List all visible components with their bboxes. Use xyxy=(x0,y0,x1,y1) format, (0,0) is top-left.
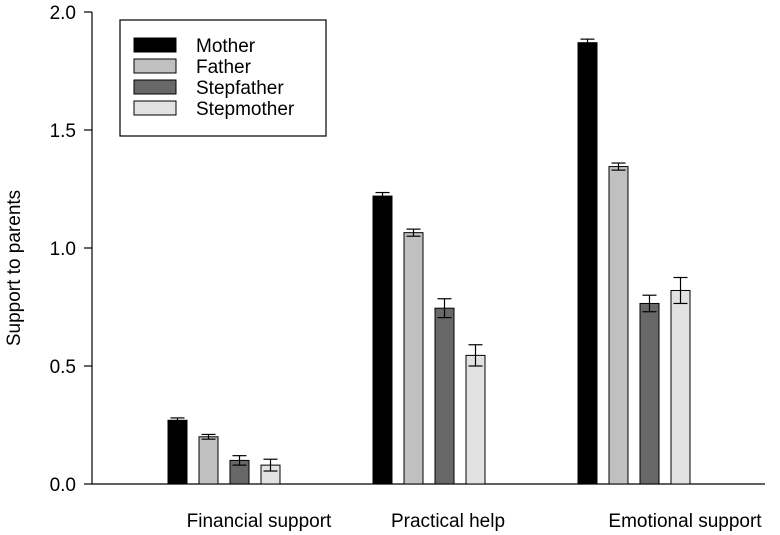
legend-label: Father xyxy=(196,57,252,78)
legend-label: Stepmother xyxy=(196,99,295,120)
bar xyxy=(198,436,219,485)
x-category-label: Financial support xyxy=(187,511,332,532)
x-category-label: Emotional support xyxy=(608,511,762,532)
y-tick-label: 2.0 xyxy=(50,3,76,24)
legend-swatch xyxy=(133,37,177,53)
bar-group-1 xyxy=(372,191,486,485)
legend-swatch xyxy=(133,100,177,116)
x-axis-categories: Financial support Practical help Emotional… xyxy=(187,511,763,532)
bar-groups xyxy=(167,38,691,485)
bar xyxy=(372,195,393,485)
y-tick-label: 1.5 xyxy=(50,121,76,142)
legend-swatch xyxy=(133,58,177,74)
y-tick-label: 1.0 xyxy=(50,239,76,260)
bar-group-0 xyxy=(167,417,281,485)
y-axis-ticks: 0.0 0.5 1.0 1.5 2.0 xyxy=(50,3,92,496)
bar xyxy=(639,302,660,485)
legend-swatch xyxy=(133,79,177,95)
bar xyxy=(465,354,486,485)
legend-label: Stepfather xyxy=(196,78,284,99)
legend-label: Mother xyxy=(196,36,256,57)
x-category-label: Practical help xyxy=(391,511,505,532)
bar xyxy=(608,166,629,485)
bar xyxy=(670,289,691,485)
y-tick-label: 0.5 xyxy=(50,357,76,378)
y-tick-label: 0.0 xyxy=(50,475,76,496)
bar-group-2 xyxy=(577,38,691,485)
y-axis-label: Support to parents xyxy=(4,190,25,346)
bar xyxy=(167,419,188,485)
bar xyxy=(434,307,455,485)
bar xyxy=(403,232,424,485)
bar xyxy=(577,42,598,485)
